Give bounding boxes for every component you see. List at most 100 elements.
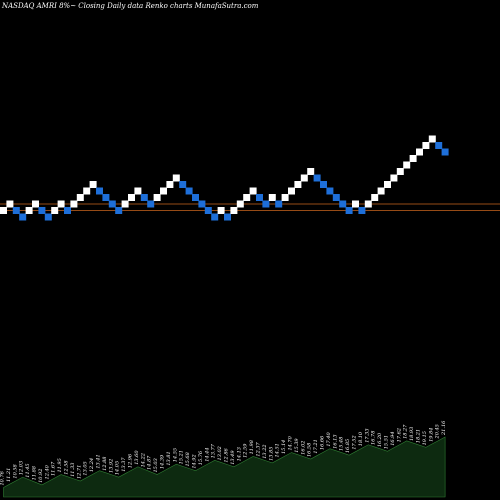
volume-label: 16.78 (371, 431, 377, 445)
up-brick (300, 174, 308, 182)
renko-bricks (0, 135, 449, 221)
volume-label: 16.94 (390, 431, 396, 445)
reference-lines (0, 203, 500, 211)
volume-label: 19.15 (422, 431, 428, 445)
up-brick (371, 194, 379, 201)
volume-label: 13.81 (166, 451, 172, 465)
volume-label: 12.88 (102, 456, 108, 470)
volume-label: 10.92 (38, 469, 44, 483)
up-brick (288, 187, 295, 195)
volume-label: 21.16 (441, 420, 447, 436)
volume-label: 11.67 (51, 461, 57, 476)
volume-label: 13.77 (211, 443, 217, 458)
volume-label: 16.02 (300, 441, 306, 455)
volume-label: 14.13 (236, 447, 242, 461)
volume-label: 11.33 (70, 463, 76, 477)
down-brick (256, 194, 263, 201)
down-brick (345, 207, 353, 214)
volume-label: 12.86 (224, 447, 230, 462)
up-brick (25, 207, 33, 214)
volume-label: 12.59 (243, 443, 249, 458)
down-brick (38, 207, 46, 214)
up-brick (249, 187, 257, 195)
up-brick (89, 181, 97, 188)
volume-label: 11.45 (25, 463, 31, 477)
up-brick (236, 200, 244, 208)
up-brick (403, 161, 411, 169)
up-brick (396, 168, 404, 175)
volume-label: 12.58 (64, 460, 70, 474)
volume-area (3, 436, 446, 498)
up-brick (76, 194, 84, 201)
up-brick (160, 187, 167, 195)
volume-label: 15.76 (198, 450, 204, 465)
down-brick (108, 200, 116, 208)
volume-label: 18.10 (358, 431, 364, 446)
volume-label: 19.84 (428, 428, 434, 442)
up-brick (307, 168, 315, 175)
volume-label: 16.20 (377, 432, 383, 447)
chart-title: NASDAQ AMRI 8%~ Closing Daily data Renko… (1, 2, 259, 10)
down-brick (262, 200, 270, 208)
volume-label: 14.55 (172, 448, 178, 462)
volume-label: 13.60 (134, 450, 140, 465)
volume-label: 20.45 (435, 424, 441, 439)
up-brick (422, 142, 430, 149)
up-brick (281, 194, 289, 201)
volume-label: 14.92 (192, 454, 198, 468)
volume-label: 12.40 (44, 464, 50, 479)
volume-label: 11.95 (57, 458, 63, 472)
up-brick (6, 200, 14, 208)
volume-label: 17.40 (326, 432, 332, 447)
up-brick (128, 194, 135, 201)
up-brick (384, 181, 391, 188)
volume-label: 17.21 (313, 439, 319, 453)
volume-label: 14.22 (140, 453, 146, 467)
up-brick (390, 174, 398, 182)
down-brick (326, 187, 334, 195)
volume-label: 15.51 (384, 435, 390, 449)
volume-label: 13.02 (217, 446, 223, 460)
volume-label: 14.70 (288, 435, 294, 450)
up-brick (294, 181, 302, 188)
volume-label: 13.85 (268, 447, 274, 461)
up-brick (70, 200, 78, 208)
volume-label: 18.93 (409, 427, 415, 441)
up-brick (32, 200, 39, 208)
up-brick (428, 135, 436, 143)
volume-label: 13.92 (108, 459, 114, 473)
up-brick (0, 207, 7, 214)
down-brick (179, 181, 187, 188)
up-brick (51, 207, 59, 214)
volume-label: 14.05 (115, 461, 121, 475)
down-brick (44, 213, 52, 221)
down-brick (19, 213, 27, 221)
volume-label: 14.39 (160, 454, 166, 469)
down-brick (204, 207, 212, 214)
volume-label: 15.68 (185, 452, 191, 466)
volume-label: 16.58 (307, 443, 313, 457)
volume-label: 13.49 (230, 450, 236, 465)
volume-label: 18.27 (403, 424, 409, 439)
down-brick (12, 207, 20, 214)
volume-label: 16.85 (345, 439, 351, 453)
down-brick (147, 200, 155, 208)
volume-label: 12.71 (76, 465, 82, 479)
down-brick (313, 174, 321, 182)
volume-label: 11.98 (249, 440, 255, 454)
down-brick (224, 213, 231, 221)
volume-label: 13.22 (262, 444, 268, 458)
down-brick (320, 181, 327, 188)
down-brick (441, 148, 449, 156)
volume-label: 12.96 (128, 453, 134, 468)
up-brick (268, 194, 276, 201)
volume-label: 17.62 (396, 428, 402, 442)
up-brick (121, 200, 129, 208)
volume-label: 14.44 (204, 447, 210, 461)
down-brick (211, 213, 219, 221)
volume-label: 12.03 (19, 461, 25, 475)
volume-label: 15.14 (281, 440, 287, 454)
volume-label: 13.05 (83, 461, 89, 475)
up-brick (416, 148, 423, 156)
